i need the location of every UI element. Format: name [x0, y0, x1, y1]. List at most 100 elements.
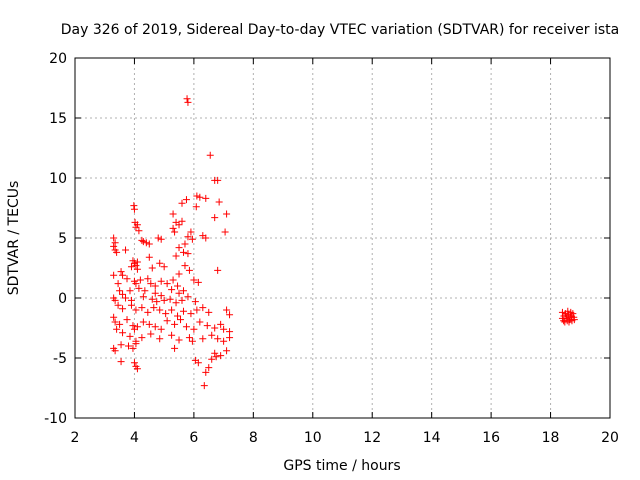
data-point	[193, 192, 201, 200]
data-point	[138, 304, 146, 312]
data-point	[175, 270, 183, 278]
data-point	[169, 276, 177, 284]
data-point	[132, 223, 140, 231]
data-point	[130, 359, 138, 367]
data-point	[153, 298, 161, 306]
data-point	[178, 217, 186, 225]
data-point	[113, 325, 121, 333]
data-point	[184, 98, 192, 106]
data-point	[113, 248, 121, 256]
data-point	[130, 202, 138, 210]
data-point	[168, 331, 176, 339]
data-point	[223, 347, 231, 355]
data-point	[187, 310, 195, 318]
data-point	[190, 325, 198, 333]
data-point	[111, 318, 119, 326]
data-point	[192, 203, 200, 211]
data-point	[172, 252, 180, 260]
data-point	[570, 316, 578, 324]
data-point	[114, 280, 122, 288]
data-point	[223, 210, 231, 218]
data-point	[157, 292, 165, 300]
data-point	[202, 234, 210, 242]
data-point	[177, 316, 185, 324]
data-point	[127, 263, 135, 271]
data-point	[566, 313, 574, 321]
data-point	[178, 199, 186, 207]
data-point	[148, 295, 156, 303]
data-point	[182, 323, 190, 331]
data-point	[151, 282, 159, 290]
data-point	[214, 266, 222, 274]
data-point	[184, 293, 192, 301]
x-axis-label: GPS time / hours	[283, 458, 400, 474]
data-point	[196, 193, 204, 201]
data-point	[175, 289, 183, 297]
y-tick-label: 0	[58, 291, 67, 307]
data-point	[125, 342, 132, 350]
data-point	[223, 306, 231, 314]
data-point	[139, 318, 147, 326]
data-point	[179, 287, 187, 295]
data-point	[169, 224, 177, 232]
data-point	[221, 228, 229, 236]
data-point	[144, 308, 152, 316]
data-point	[203, 322, 211, 330]
y-tick-label: 10	[49, 171, 67, 187]
data-point	[147, 280, 155, 288]
data-point	[196, 318, 204, 326]
data-point	[122, 294, 130, 302]
data-point	[135, 227, 143, 235]
data-point	[215, 198, 223, 206]
x-tick-label: 10	[304, 430, 322, 446]
y-tick-label: 20	[49, 51, 67, 67]
data-point	[133, 365, 141, 373]
data-point	[174, 312, 182, 320]
data-point	[117, 268, 125, 276]
data-point	[226, 334, 234, 342]
data-point	[194, 278, 202, 286]
data-point	[130, 205, 138, 213]
data-point	[183, 95, 191, 103]
data-point	[179, 307, 187, 315]
data-point	[156, 259, 164, 267]
data-point	[160, 296, 168, 304]
x-tick-label: 4	[130, 430, 139, 446]
data-point	[205, 308, 213, 316]
data-point	[119, 271, 127, 279]
data-point	[174, 282, 182, 290]
data-point	[562, 312, 570, 320]
data-point	[141, 287, 149, 295]
data-point	[212, 353, 220, 361]
data-point	[211, 349, 219, 357]
chart-title: Day 326 of 2019, Sidereal Day-to-day VTE…	[61, 22, 619, 38]
data-point	[199, 335, 207, 343]
data-point	[114, 301, 122, 309]
data-point	[214, 335, 222, 343]
data-point	[172, 299, 180, 307]
data-point	[111, 239, 119, 247]
x-tick-label: 18	[542, 430, 560, 446]
data-point	[156, 306, 164, 314]
data-point	[565, 318, 573, 326]
x-tick-label: 16	[482, 430, 500, 446]
data-points	[110, 95, 578, 390]
data-point	[162, 310, 170, 318]
data-point	[139, 238, 147, 246]
data-point	[175, 221, 183, 229]
data-point	[132, 306, 140, 314]
data-point	[110, 242, 118, 250]
data-point	[142, 239, 150, 247]
data-point	[117, 358, 125, 366]
data-point	[217, 320, 225, 328]
data-point	[226, 311, 234, 319]
data-point	[157, 235, 165, 243]
data-point	[226, 328, 234, 336]
data-point	[184, 233, 192, 241]
data-point	[171, 228, 179, 236]
data-point	[132, 262, 140, 270]
data-point	[188, 235, 196, 243]
grid	[75, 58, 610, 418]
data-point	[211, 214, 219, 222]
